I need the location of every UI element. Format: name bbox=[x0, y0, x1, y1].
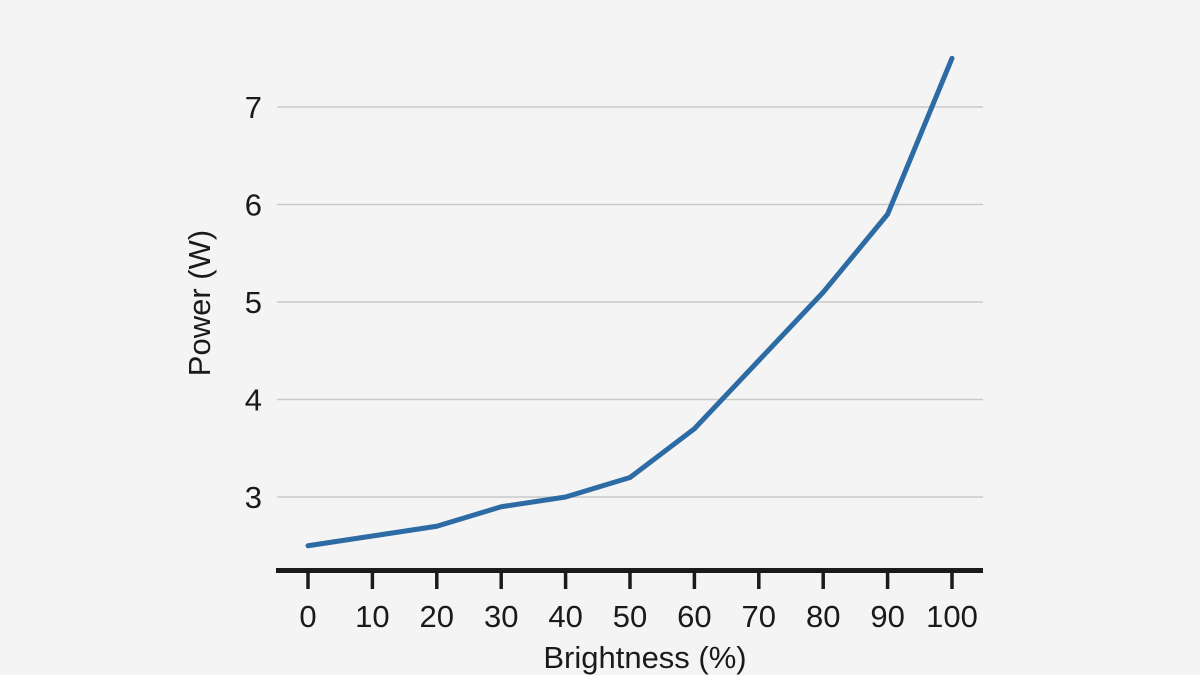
x-tick-label: 90 bbox=[870, 599, 904, 634]
x-tick-label: 50 bbox=[613, 599, 647, 634]
x-tick-label: 40 bbox=[548, 599, 582, 634]
y-tick-label: 3 bbox=[245, 480, 262, 515]
y-tick-label: 5 bbox=[245, 285, 262, 320]
x-axis-ticks bbox=[306, 573, 954, 589]
x-tick-label: 0 bbox=[299, 599, 316, 634]
y-tick-label: 7 bbox=[245, 90, 262, 125]
x-tick-label: 80 bbox=[806, 599, 840, 634]
x-tick-label: 70 bbox=[742, 599, 776, 634]
y-axis-label: Power (W) bbox=[182, 230, 217, 376]
x-tick-label: 60 bbox=[677, 599, 711, 634]
power-line-series bbox=[305, 55, 955, 549]
x-axis-tick-labels: 0 10 20 30 40 50 60 70 80 90 100 bbox=[299, 599, 977, 634]
x-tick-label: 30 bbox=[484, 599, 518, 634]
gridlines bbox=[277, 106, 983, 498]
x-tick-label: 20 bbox=[420, 599, 454, 634]
x-tick-label: 100 bbox=[926, 599, 978, 634]
x-axis-label: Brightness (%) bbox=[543, 640, 746, 675]
x-tick-label: 10 bbox=[355, 599, 389, 634]
y-tick-label: 6 bbox=[245, 188, 262, 223]
y-tick-label: 4 bbox=[245, 383, 262, 418]
y-axis-tick-labels: 3 4 5 6 7 bbox=[245, 90, 262, 515]
